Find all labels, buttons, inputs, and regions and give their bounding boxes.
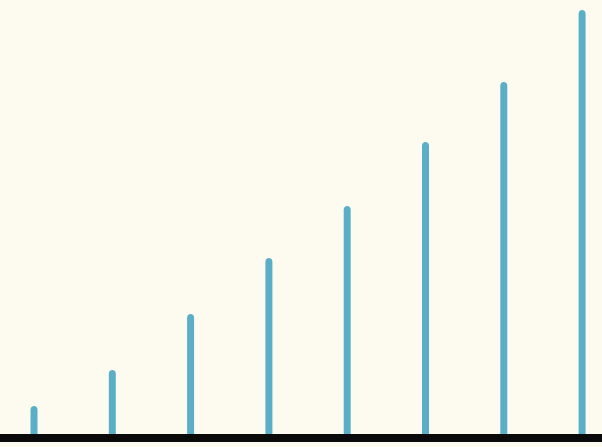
bar-4 (265, 258, 273, 438)
bar-group (30, 10, 586, 438)
bar-5 (343, 206, 351, 438)
bar-1 (30, 406, 38, 438)
bar-2 (108, 370, 116, 438)
bar-8 (578, 10, 586, 438)
bar-7 (500, 82, 508, 438)
bar-3 (187, 314, 195, 438)
bar-6 (422, 142, 429, 438)
